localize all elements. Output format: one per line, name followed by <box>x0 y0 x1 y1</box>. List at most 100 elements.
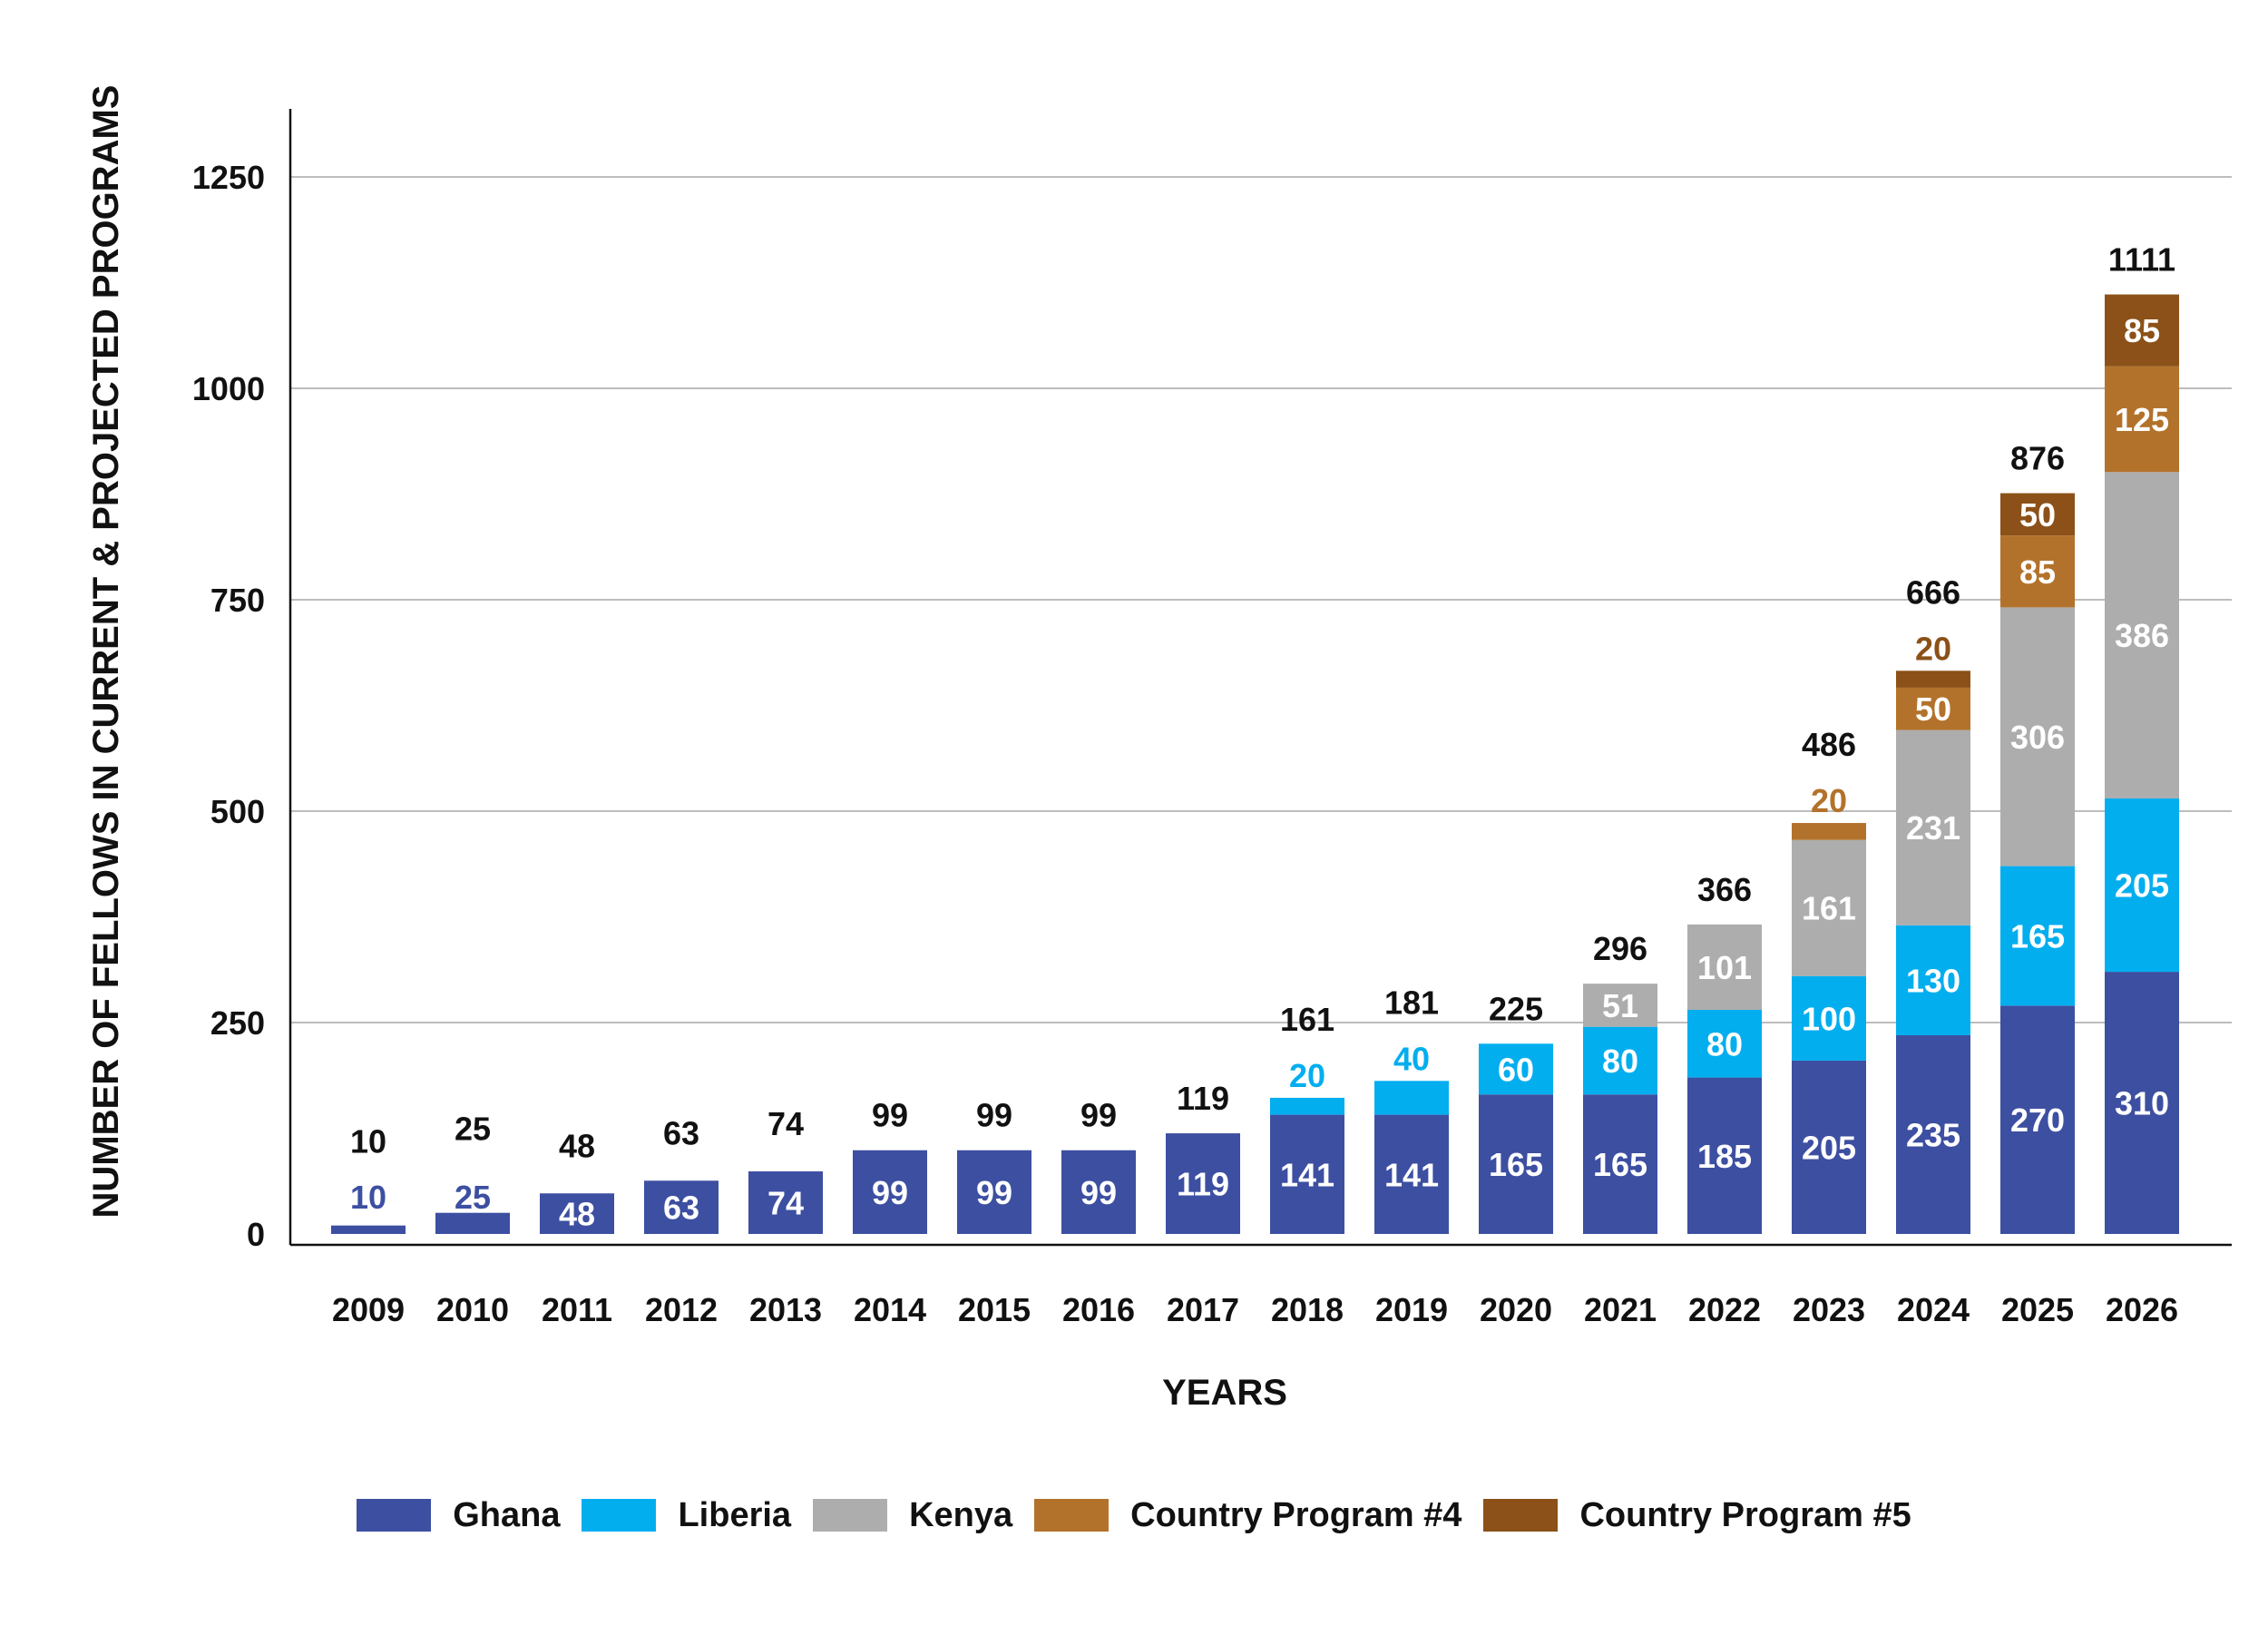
x-tick-label: 2011 <box>542 1291 612 1328</box>
legend-swatch <box>357 1499 432 1532</box>
x-tick-label: 2012 <box>645 1291 718 1328</box>
bar-segment-ghana <box>540 1193 614 1234</box>
total-label: 25 <box>455 1111 491 1148</box>
segment-label: 270 <box>2010 1101 2065 1139</box>
total-label: 876 <box>2010 440 2065 477</box>
bar-segment-ghana <box>1583 1094 1657 1234</box>
segment-label: 25 <box>455 1179 491 1216</box>
legend-swatch <box>1483 1499 1559 1532</box>
x-tick-label: 2014 <box>854 1291 926 1328</box>
segment-label: 80 <box>1706 1025 1743 1062</box>
bar-segment-kenya <box>1687 924 1762 1011</box>
segment-label: 235 <box>1906 1116 1960 1153</box>
total-label: 99 <box>1080 1097 1117 1134</box>
x-tick-label: 2024 <box>1897 1291 1970 1328</box>
segment-label: 40 <box>1393 1040 1430 1077</box>
bar-segment-liberia <box>1687 1010 1762 1078</box>
legend-label: Liberia <box>678 1495 792 1534</box>
bar-segment-country-program-4 <box>2000 535 2075 608</box>
y-tick-labels: 0 250 500 750 1000 1250 <box>192 159 265 1253</box>
bar-segment-country-program-4 <box>1792 823 1866 840</box>
x-tick-label: 2026 <box>2106 1291 2178 1328</box>
segment-labels: 10 25 48 63 74 99 99 99 119 141 20 141 40 165 60 165 80 5… <box>350 312 2169 1232</box>
bar-segment-country-program-5 <box>2105 294 2179 367</box>
bar-segment-liberia <box>2105 798 2179 973</box>
segment-label: 50 <box>2019 496 2056 534</box>
x-tick-label: 2018 <box>1271 1291 1344 1328</box>
segment-label: 165 <box>2010 917 2065 955</box>
bar-segment-ghana <box>748 1171 823 1234</box>
bar-segment-liberia <box>1583 1026 1657 1095</box>
legend-label: Country Program #5 <box>1579 1495 1911 1534</box>
segment-label: 85 <box>2019 553 2056 591</box>
bar-segment-ghana <box>1896 1034 1970 1234</box>
axes <box>288 109 2232 1247</box>
x-tick-label: 2015 <box>958 1291 1031 1328</box>
x-tick-label: 2010 <box>436 1291 509 1328</box>
total-label: 63 <box>663 1114 699 1151</box>
x-tick-label: 2025 <box>2001 1291 2074 1328</box>
bar-segment-kenya <box>1583 984 1657 1027</box>
segment-label: 205 <box>2115 867 2169 905</box>
bar-segment-liberia <box>1792 975 1866 1061</box>
segment-label: 165 <box>1489 1146 1543 1183</box>
x-tick-label: 2022 <box>1688 1291 1761 1328</box>
bar-segment-liberia <box>1374 1081 1449 1115</box>
bar-segment-country-program-4 <box>1896 687 1970 730</box>
segment-label: 100 <box>1802 1000 1856 1037</box>
legend-swatch <box>582 1499 657 1532</box>
legend-swatch <box>1034 1499 1110 1532</box>
segment-label: 51 <box>1602 987 1638 1024</box>
bar-segment-ghana <box>1374 1114 1449 1234</box>
segment-label: 20 <box>1289 1057 1325 1094</box>
segment-label: 60 <box>1498 1051 1534 1088</box>
x-tick-label: 2020 <box>1480 1291 1552 1328</box>
bar-segment-ghana <box>435 1212 510 1234</box>
legend-item: Kenya <box>813 1496 1012 1535</box>
legend-swatch <box>813 1499 888 1532</box>
bar-segment-ghana <box>644 1180 719 1234</box>
bar-segment-ghana <box>1687 1077 1762 1234</box>
segment-label: 48 <box>559 1196 595 1233</box>
y-tick-label: 1000 <box>192 370 265 407</box>
x-tick-label: 2017 <box>1167 1291 1239 1328</box>
x-tick-label: 2023 <box>1793 1291 1865 1328</box>
segment-label: 20 <box>1915 630 1951 667</box>
segment-label: 20 <box>1811 782 1847 819</box>
total-label: 225 <box>1489 990 1543 1027</box>
total-label: 74 <box>767 1105 804 1142</box>
bar-segment-ghana <box>2000 1005 2075 1234</box>
segment-label: 74 <box>767 1185 804 1222</box>
segment-label: 130 <box>1906 962 1960 999</box>
segment-label: 63 <box>663 1190 699 1227</box>
segment-label: 386 <box>2115 617 2169 654</box>
segment-label: 125 <box>2115 401 2169 438</box>
bar-segment-ghana <box>1479 1094 1553 1234</box>
total-label: 486 <box>1802 726 1856 763</box>
bar-segment-liberia <box>2000 866 2075 1006</box>
x-tick-label: 2019 <box>1375 1291 1448 1328</box>
segment-label: 80 <box>1602 1043 1638 1080</box>
bar-segment-kenya <box>2105 472 2179 799</box>
total-label: 161 <box>1280 1001 1334 1038</box>
legend-item: Liberia <box>582 1496 791 1535</box>
x-tick-label: 2016 <box>1062 1291 1135 1328</box>
bar-segment-kenya <box>1792 839 1866 976</box>
segment-label: 165 <box>1593 1146 1647 1183</box>
segment-label: 99 <box>872 1174 908 1211</box>
segment-label: 119 <box>1177 1166 1229 1203</box>
segment-label: 101 <box>1697 949 1752 986</box>
segment-label: 99 <box>976 1174 1012 1211</box>
y-tick-label: 0 <box>247 1216 265 1253</box>
total-label: 1111 <box>2108 241 2175 279</box>
bar-segment-ghana <box>2105 972 2179 1234</box>
segment-label: 141 <box>1280 1156 1334 1193</box>
total-label: 366 <box>1697 871 1752 908</box>
y-tick-label: 1250 <box>192 159 265 196</box>
x-axis-title: YEARS <box>1162 1373 1287 1413</box>
bar-segment-country-program-4 <box>2105 366 2179 473</box>
total-label: 48 <box>559 1127 595 1164</box>
y-tick-label: 250 <box>210 1004 265 1042</box>
segment-label: 85 <box>2124 312 2160 349</box>
